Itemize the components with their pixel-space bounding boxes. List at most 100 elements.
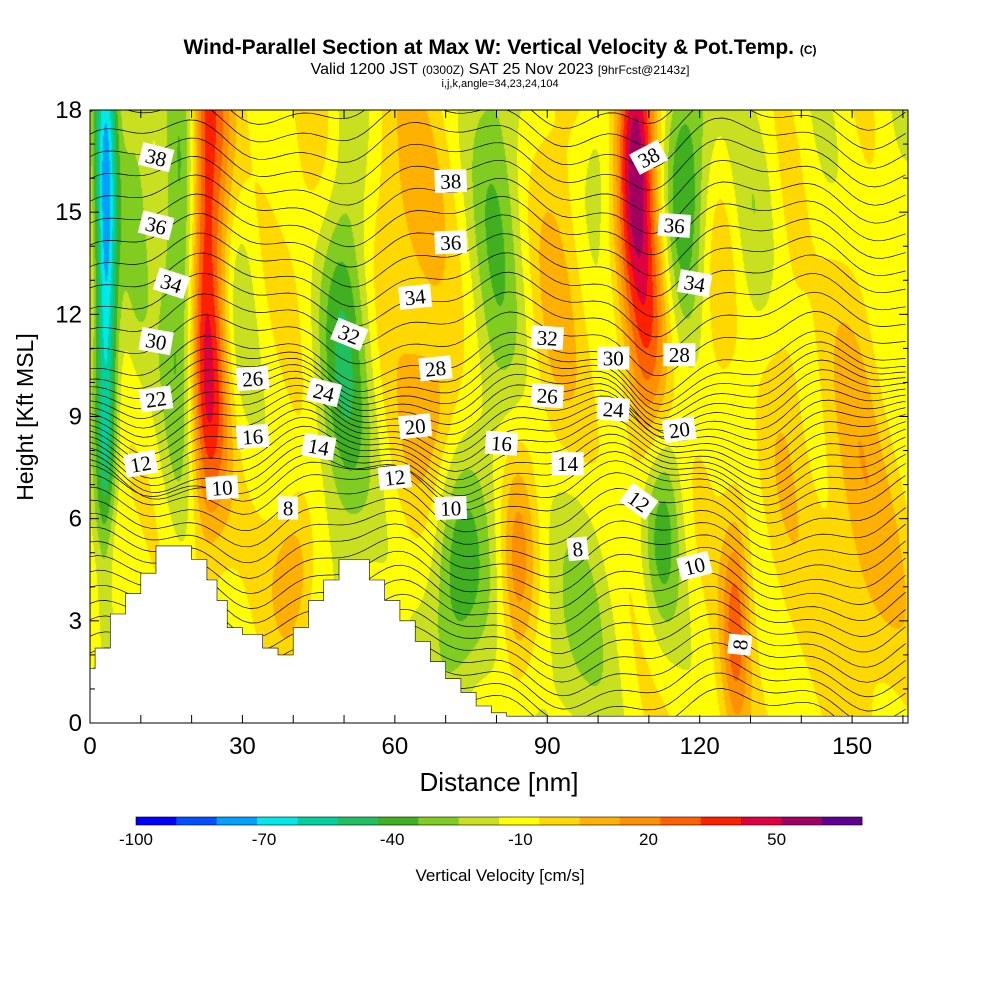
colorbar-swatch xyxy=(136,817,177,825)
contour-label-box xyxy=(530,383,565,409)
contour-label-box xyxy=(235,423,270,449)
contour-label-box xyxy=(138,385,174,413)
contour-label-text: 8 xyxy=(728,638,753,651)
valid-time: Valid 1200 JST xyxy=(310,61,418,78)
contour-label-text: 26 xyxy=(241,366,264,391)
x-axis-label: Distance [nm] xyxy=(420,767,579,797)
colorbar: -100 -70 -40 -10 20 50 xyxy=(119,816,863,849)
colorbar-swatch xyxy=(821,817,863,825)
contour-label-text: 12 xyxy=(383,465,406,491)
isentrope-line xyxy=(90,400,906,455)
contour-label: 32 xyxy=(530,325,565,351)
isentrope-line xyxy=(90,384,906,438)
contour-label: 10 xyxy=(434,495,468,521)
contour-label-box xyxy=(377,464,412,491)
isentrope-line xyxy=(90,341,906,405)
y-axis-label: Height [Kft MSL] xyxy=(12,333,38,500)
isentrope-line xyxy=(90,174,906,234)
contour-label-box xyxy=(484,430,519,456)
chart-title-text: Wind-Parallel Section at Max W: Vertical… xyxy=(183,36,794,59)
contour-label-box xyxy=(122,449,159,478)
y-tick-label: 15 xyxy=(55,199,82,226)
isentrope-line xyxy=(90,369,906,426)
contour-label-text: 20 xyxy=(667,417,691,444)
isentrope-line xyxy=(90,110,906,150)
contour-label-text: 14 xyxy=(557,452,579,476)
contour-label-box xyxy=(137,210,175,241)
contour-label-box xyxy=(138,327,174,356)
y-tick-label: 18 xyxy=(55,97,82,124)
contour-label: 30 xyxy=(138,327,174,356)
x-tick-label: 90 xyxy=(534,733,561,760)
contour-label-text: 16 xyxy=(241,424,264,449)
contour-label-text: 22 xyxy=(144,386,168,413)
contour-label: 28 xyxy=(663,343,696,367)
colorbar-swatch xyxy=(337,817,379,825)
contour-label: 8 xyxy=(278,496,299,521)
contour-label: 12 xyxy=(377,464,412,491)
isentrope-line xyxy=(90,472,906,524)
contour-label: 38 xyxy=(434,168,468,194)
contour-label-text: 20 xyxy=(404,414,427,440)
contour-label-text: 30 xyxy=(144,328,169,355)
isentrope-line xyxy=(90,350,906,412)
contour-label-text: 32 xyxy=(536,325,559,350)
contour-label: 16 xyxy=(484,430,519,456)
contour-label-box xyxy=(619,482,659,520)
contour-label-text: 34 xyxy=(682,270,707,297)
isentrope-line xyxy=(90,523,906,579)
contour-label: 8 xyxy=(727,633,753,656)
contour-label: 28 xyxy=(418,355,453,382)
colorbar-swatch xyxy=(458,817,500,825)
colorbar-swatch xyxy=(297,817,338,825)
colorbar-swatch xyxy=(257,817,298,825)
contour-label-text: 36 xyxy=(663,213,686,238)
x-axis: 0 30 60 90 120 150 xyxy=(83,110,904,760)
colorbar-frame xyxy=(135,816,863,826)
contour-label-box xyxy=(530,325,565,351)
x-tick-label: 0 xyxy=(83,733,96,760)
contour-label-text: 28 xyxy=(424,356,447,382)
contour-label-text: 34 xyxy=(404,284,428,310)
contour-label-box xyxy=(305,377,343,408)
contour-label: 20 xyxy=(661,415,697,444)
contour-label-box xyxy=(235,365,270,392)
contour-label: 16 xyxy=(235,423,270,450)
isentrope-line xyxy=(90,425,906,481)
x-tick-label: 150 xyxy=(832,733,872,760)
contour-label-text: 12 xyxy=(128,451,153,478)
isentrope-line xyxy=(90,156,906,213)
copyright-mark: (C) xyxy=(799,43,817,57)
x-tick-label: 120 xyxy=(680,733,720,760)
isentrope-line xyxy=(90,392,906,447)
colorbar-swatch xyxy=(216,817,258,825)
title-block: Wind-Parallel Section at Max W: Vertical… xyxy=(0,36,1000,90)
isentrope-line xyxy=(90,497,906,550)
contour-label-box xyxy=(398,283,433,310)
colorbar-tick-label: -40 xyxy=(380,830,405,849)
contour-label-box xyxy=(418,355,453,382)
contour-label-box xyxy=(676,269,713,298)
colorbar-tick-label: 20 xyxy=(639,830,658,849)
contour-label-box xyxy=(434,168,468,194)
contour-label-text: 38 xyxy=(440,169,462,194)
colorbar-swatch xyxy=(539,817,580,825)
contour-label: 36 xyxy=(137,210,175,241)
valid-utc: (0300Z) xyxy=(422,63,465,77)
contour-label-text: 36 xyxy=(440,230,462,255)
contour-label-box xyxy=(434,495,468,521)
contour-label: 26 xyxy=(235,365,270,392)
colorbar-swatch xyxy=(660,817,701,825)
contour-label-text: 8 xyxy=(283,497,294,521)
isentrope-line xyxy=(90,550,906,610)
contour-label-box xyxy=(278,496,299,520)
colorbar-label: Vertical Velocity [cm/s] xyxy=(415,866,584,885)
contour-label: 20 xyxy=(398,413,433,440)
colorbar-swatch xyxy=(378,817,419,825)
y-tick-label: 9 xyxy=(69,404,82,431)
colorbar-swatch xyxy=(700,817,742,825)
contour-label: 24 xyxy=(305,377,343,408)
isentrope-line xyxy=(90,311,906,376)
contour-label: 14 xyxy=(300,432,337,461)
